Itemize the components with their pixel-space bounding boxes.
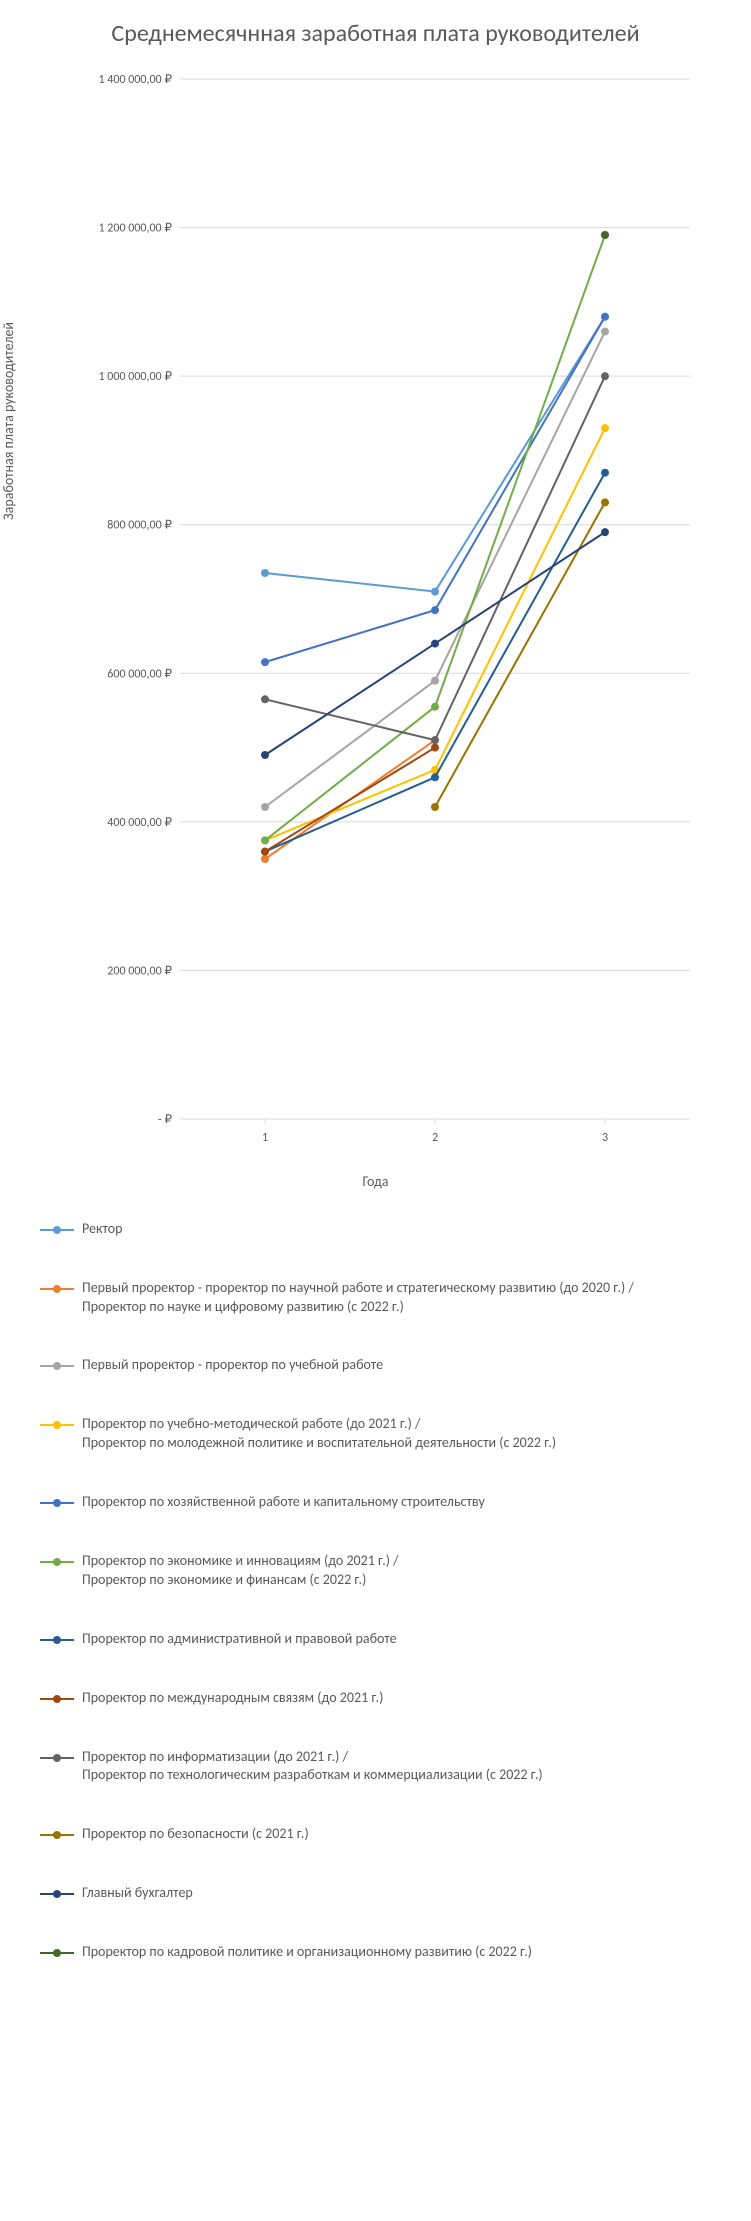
series-marker — [601, 313, 609, 321]
y-tick-label: 1 200 000,00 ₽ — [98, 221, 172, 235]
legend-swatch — [40, 1360, 74, 1372]
series-marker — [601, 498, 609, 506]
series-marker — [431, 677, 439, 685]
legend-swatch — [40, 1693, 74, 1705]
y-tick-label: - ₽ — [158, 1113, 172, 1127]
legend-label: Проректор по кадровой политике и организ… — [82, 1943, 532, 1962]
x-tick-label: 1 — [262, 1131, 268, 1145]
y-tick-label: 600 000,00 ₽ — [107, 667, 172, 681]
series-marker — [601, 424, 609, 432]
series-marker — [431, 639, 439, 647]
legend-swatch — [40, 1752, 74, 1764]
series-marker — [601, 231, 609, 239]
series-marker — [431, 803, 439, 811]
legend-item: Проректор по кадровой политике и организ… — [40, 1943, 731, 1962]
series-marker — [601, 327, 609, 335]
y-axis-label: Заработная плата руководителей — [0, 322, 17, 520]
legend-item: Проректор по безопасности (с 2021 г.) — [40, 1825, 731, 1844]
x-axis-label: Года — [20, 1173, 731, 1190]
legend-item: Проректор по хозяйственной работе и капи… — [40, 1493, 731, 1512]
legend-swatch — [40, 1419, 74, 1431]
legend-label: Проректор по учебно-методической работе … — [82, 1415, 556, 1453]
legend-swatch — [40, 1829, 74, 1841]
legend-swatch — [40, 1224, 74, 1236]
legend-label: Проректор по административной и правовой… — [82, 1630, 397, 1649]
legend-item: Проректор по учебно-методической работе … — [40, 1415, 731, 1453]
series-marker — [601, 372, 609, 380]
legend-label: Проректор по информатизации (до 2021 г.)… — [82, 1748, 543, 1786]
series-marker — [261, 751, 269, 759]
series-line — [265, 317, 605, 592]
series-marker — [431, 773, 439, 781]
series-marker — [261, 695, 269, 703]
series-marker — [261, 855, 269, 863]
legend-swatch — [40, 1556, 74, 1568]
series-line — [265, 376, 605, 740]
series-marker — [261, 658, 269, 666]
series-marker — [261, 569, 269, 577]
series-marker — [431, 606, 439, 614]
series-marker — [431, 743, 439, 751]
series-marker — [601, 528, 609, 536]
legend-label: Главный бухгалтер — [82, 1884, 193, 1903]
legend-item: Проректор по международным связям (до 20… — [40, 1689, 731, 1708]
chart-title: Среднемесячнная заработная плата руковод… — [20, 20, 731, 49]
legend-label: Проректор по экономике и инновациям (до … — [82, 1552, 399, 1590]
legend-label: Ректор — [82, 1220, 123, 1239]
legend-item: Проректор по информатизации (до 2021 г.)… — [40, 1748, 731, 1786]
series-marker — [261, 803, 269, 811]
x-tick-label: 2 — [432, 1131, 438, 1145]
series-marker — [261, 836, 269, 844]
y-tick-label: 200 000,00 ₽ — [107, 964, 172, 978]
legend-label: Первый проректор - проректор по учебной … — [82, 1356, 383, 1375]
series-marker — [601, 469, 609, 477]
series-marker — [431, 703, 439, 711]
legend-item: Первый проректор - проректор по научной … — [40, 1279, 731, 1317]
plot-area: Заработная плата руководителей - ₽200 00… — [20, 69, 731, 1169]
legend-swatch — [40, 1497, 74, 1509]
chart-svg: - ₽ 200 000,00 ₽ 400 000,00 ₽ 600 000,00 ₽ 8… — [20, 69, 720, 1169]
y-tick-label: 1 000 000,00 ₽ — [98, 370, 172, 384]
legend-item: Первый проректор - проректор по учебной … — [40, 1356, 731, 1375]
y-tick-label: 400 000,00 ₽ — [107, 816, 172, 830]
y-tick-label: 800 000,00 ₽ — [107, 519, 172, 533]
legend-swatch — [40, 1283, 74, 1295]
legend-swatch — [40, 1947, 74, 1959]
legend-item: Ректор — [40, 1220, 731, 1239]
series-line — [265, 747, 435, 851]
legend-label: Проректор по хозяйственной работе и капи… — [82, 1493, 485, 1512]
series-marker — [431, 736, 439, 744]
x-tick-label: 3 — [602, 1131, 608, 1145]
legend-label: Первый проректор - проректор по научной … — [82, 1279, 634, 1317]
legend-item: Проректор по экономике и инновациям (до … — [40, 1552, 731, 1590]
y-tick-label: 1 400 000,00 ₽ — [98, 73, 172, 87]
series-marker — [431, 587, 439, 595]
legend-item: Главный бухгалтер — [40, 1884, 731, 1903]
legend-swatch — [40, 1888, 74, 1900]
legend-swatch — [40, 1634, 74, 1646]
legend-label: Проректор по безопасности (с 2021 г.) — [82, 1825, 309, 1844]
chart-container: Среднемесячнная заработная плата руковод… — [0, 0, 751, 2032]
legend-item: Проректор по административной и правовой… — [40, 1630, 731, 1649]
series-marker — [261, 847, 269, 855]
legend: Ректор Первый проректор - проректор по на… — [20, 1220, 731, 1962]
legend-label: Проректор по международным связям (до 20… — [82, 1689, 383, 1708]
